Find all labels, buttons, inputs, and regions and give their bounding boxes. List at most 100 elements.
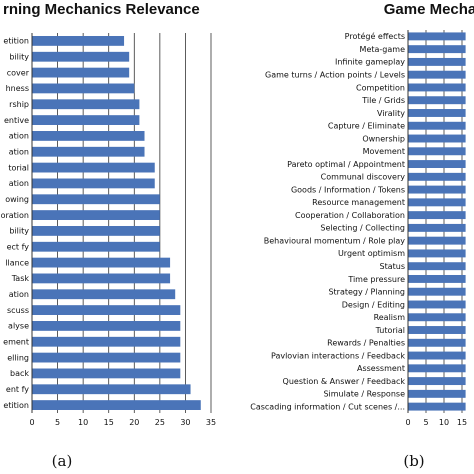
bar xyxy=(408,402,466,411)
category-label: Pavlovian interactions / Feedback xyxy=(271,351,405,360)
category-label: scuss xyxy=(7,306,29,315)
bar xyxy=(32,226,160,236)
category-label: etition xyxy=(3,37,29,46)
bar xyxy=(408,313,466,322)
x-tick-label: 0 xyxy=(29,418,34,427)
bar xyxy=(408,338,466,347)
bar xyxy=(408,134,466,143)
bar xyxy=(32,115,140,125)
category-label: ation xyxy=(9,132,29,141)
category-label: Design / Editing xyxy=(342,300,405,309)
bar xyxy=(408,109,466,117)
bar xyxy=(32,194,160,205)
category-label: ation xyxy=(9,148,29,157)
bar xyxy=(408,147,466,156)
category-label: Tile / Grids xyxy=(361,96,405,105)
category-label: Cascading information / Cut scenes /... xyxy=(250,402,405,411)
bar xyxy=(408,211,466,220)
category-label: Virality xyxy=(377,109,405,118)
category-label: ent fy xyxy=(6,385,29,394)
category-label: Assessment xyxy=(357,364,405,373)
bar xyxy=(408,121,466,130)
chart-title: rning Mechanics Relevance xyxy=(3,1,200,18)
category-label: Behavioural momentum / Role play xyxy=(264,236,406,245)
bar xyxy=(408,70,466,79)
bar xyxy=(32,83,135,94)
category-label: hness xyxy=(6,84,29,93)
bar xyxy=(32,67,130,78)
chart-title: Game Mechanics xyxy=(384,1,474,18)
category-label: llance xyxy=(5,258,29,267)
bar xyxy=(408,274,466,283)
category-label: Protégé effects xyxy=(345,31,405,41)
x-tick-label: 0 xyxy=(405,418,410,427)
bar xyxy=(32,336,181,347)
category-label: Communal discovery xyxy=(321,173,406,182)
bar xyxy=(32,384,191,395)
x-tick-label: 5 xyxy=(55,418,60,427)
x-tick-label: 15 xyxy=(104,418,114,427)
category-label: Status xyxy=(380,262,406,271)
category-label: Strategy / Planning xyxy=(328,288,405,297)
bar xyxy=(32,289,176,300)
bar xyxy=(32,99,140,110)
category-label: Tutorial xyxy=(375,326,405,335)
category-label: bility xyxy=(9,53,29,62)
bar xyxy=(408,377,466,386)
category-label: ect fy xyxy=(7,243,30,252)
bar xyxy=(32,352,181,363)
bar xyxy=(408,45,466,54)
category-label: Task xyxy=(11,274,30,283)
panel-label: (b) xyxy=(403,452,424,470)
chart-b: Protégé effects Meta-game Infinite gamepla… xyxy=(250,1,474,470)
x-tick-label: 30 xyxy=(180,418,190,427)
category-label: rship xyxy=(9,100,29,109)
category-label: Simulate / Response xyxy=(323,390,405,399)
category-label: Capture / Eliminate xyxy=(328,122,405,131)
bar xyxy=(408,198,466,207)
bar xyxy=(408,32,466,41)
category-label: Rewards / Penalties xyxy=(327,339,405,348)
bar xyxy=(408,223,466,232)
bar xyxy=(32,146,145,157)
bar xyxy=(408,326,466,334)
bar xyxy=(408,236,466,245)
category-label: Resource management xyxy=(312,198,405,207)
bar xyxy=(32,321,181,331)
bar xyxy=(32,241,160,252)
category-label: etition xyxy=(3,401,29,410)
bar xyxy=(32,51,130,62)
category-label: Ownership xyxy=(362,134,405,143)
bar xyxy=(32,210,160,220)
bar xyxy=(32,162,155,173)
category-label: Urgent optimism xyxy=(338,249,405,258)
x-tick-label: 20 xyxy=(129,418,139,427)
bar xyxy=(32,273,171,284)
x-tick-label: 10 xyxy=(439,418,449,427)
bar xyxy=(408,249,466,258)
bars xyxy=(408,32,466,411)
category-label: Infinite gameplay xyxy=(335,58,405,67)
category-label: Realism xyxy=(374,313,406,322)
bar xyxy=(408,83,466,92)
category-label: Meta-game xyxy=(360,45,406,54)
bar xyxy=(32,368,181,379)
category-label: ation xyxy=(9,290,29,299)
bar xyxy=(408,364,466,373)
category-label: Selecting / Collecting xyxy=(320,224,405,233)
chart-a: etition bility cover hness rship entive ation a… xyxy=(1,1,217,470)
category-label: Competition xyxy=(356,83,405,92)
bar xyxy=(32,131,145,141)
bar xyxy=(32,257,171,268)
bar xyxy=(408,160,466,169)
category-label: Time pressure xyxy=(347,275,405,284)
x-tick-label: 25 xyxy=(155,418,165,427)
category-label: Goods / Information / Tokens xyxy=(291,185,405,194)
bar xyxy=(32,305,181,315)
x-tick-label: 15 xyxy=(457,418,467,427)
bar xyxy=(32,400,201,410)
x-tick-label: 35 xyxy=(206,418,216,427)
category-label: ation xyxy=(9,179,29,188)
category-label: Question & Answer / Feedback xyxy=(283,377,406,386)
